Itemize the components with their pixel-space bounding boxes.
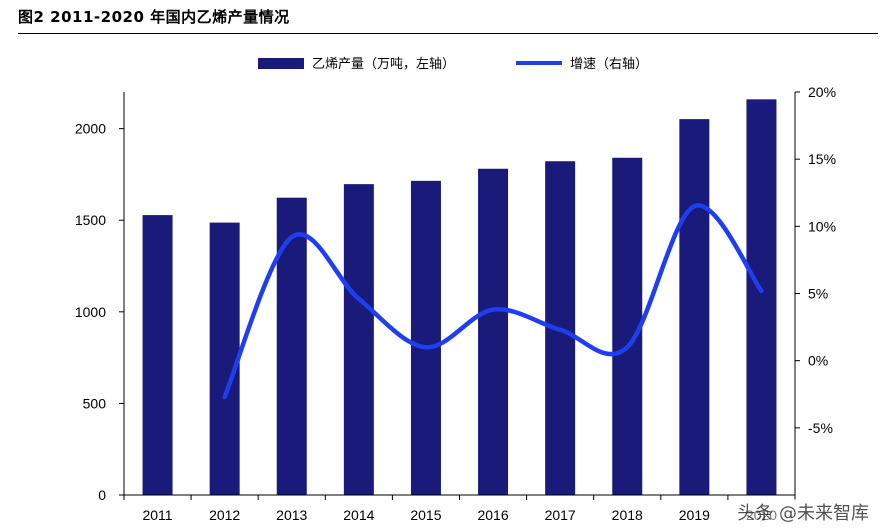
watermark: 头条 @未来智库 — [733, 499, 873, 525]
bar-2011 — [142, 215, 173, 495]
x-tick-label: 2019 — [679, 507, 710, 523]
x-tick-label: 2014 — [343, 507, 374, 523]
y-left-tick-label: 1500 — [75, 212, 106, 228]
x-tick-label: 2011 — [142, 507, 172, 523]
y-left-tick-label: 1000 — [75, 304, 106, 320]
bar-2014 — [343, 184, 374, 496]
legend: 乙烯产量（万吨，左轴） 增速（右轴） — [258, 57, 648, 72]
y-left-tick-label: 0 — [98, 487, 106, 503]
x-tick-label: 2013 — [276, 507, 307, 523]
x-tick-label: 2017 — [545, 507, 576, 523]
legend-label-bar: 乙烯产量（万吨，左轴） — [312, 57, 455, 72]
x-tick-label: 2015 — [410, 507, 441, 523]
y-right-tick-label: 15% — [808, 151, 836, 167]
x-tick-label: 2016 — [477, 507, 508, 523]
legend-swatch-bar — [258, 58, 304, 69]
legend-label-line: 增速（右轴） — [570, 57, 648, 72]
bar-2012 — [209, 222, 240, 495]
y-right-tick-label: 5% — [808, 286, 828, 302]
bar-2019 — [679, 119, 710, 496]
figure-title: 图2 2011-2020 年国内乙烯产量情况 — [18, 8, 290, 26]
y-right-tick-label: -5% — [808, 420, 833, 436]
bar-2020 — [746, 99, 777, 495]
x-tick-label: 2018 — [612, 507, 643, 523]
bar-2013 — [276, 197, 307, 495]
y-right-tick-label: 20% — [808, 84, 836, 100]
y-right-tick-label: 10% — [808, 218, 836, 234]
bar-2015 — [410, 180, 441, 495]
line-layer — [222, 203, 764, 400]
x-tick-label: 2012 — [209, 507, 240, 523]
y-left-tick-label: 500 — [83, 395, 107, 411]
title-rule — [18, 33, 878, 34]
x-tick-label: 2020 — [746, 507, 777, 523]
growth-rate-line — [222, 203, 764, 400]
axes-layer: 0 500 1000 1500 2000 -5% 0% 5% 10% 15% 20% 2011 2012… — [75, 84, 836, 523]
bars-layer — [142, 99, 777, 496]
bar-2018 — [612, 157, 643, 495]
bar-2016 — [478, 168, 509, 496]
y-right-tick-label: 0% — [808, 353, 828, 369]
y-left-tick-label: 2000 — [75, 121, 106, 137]
